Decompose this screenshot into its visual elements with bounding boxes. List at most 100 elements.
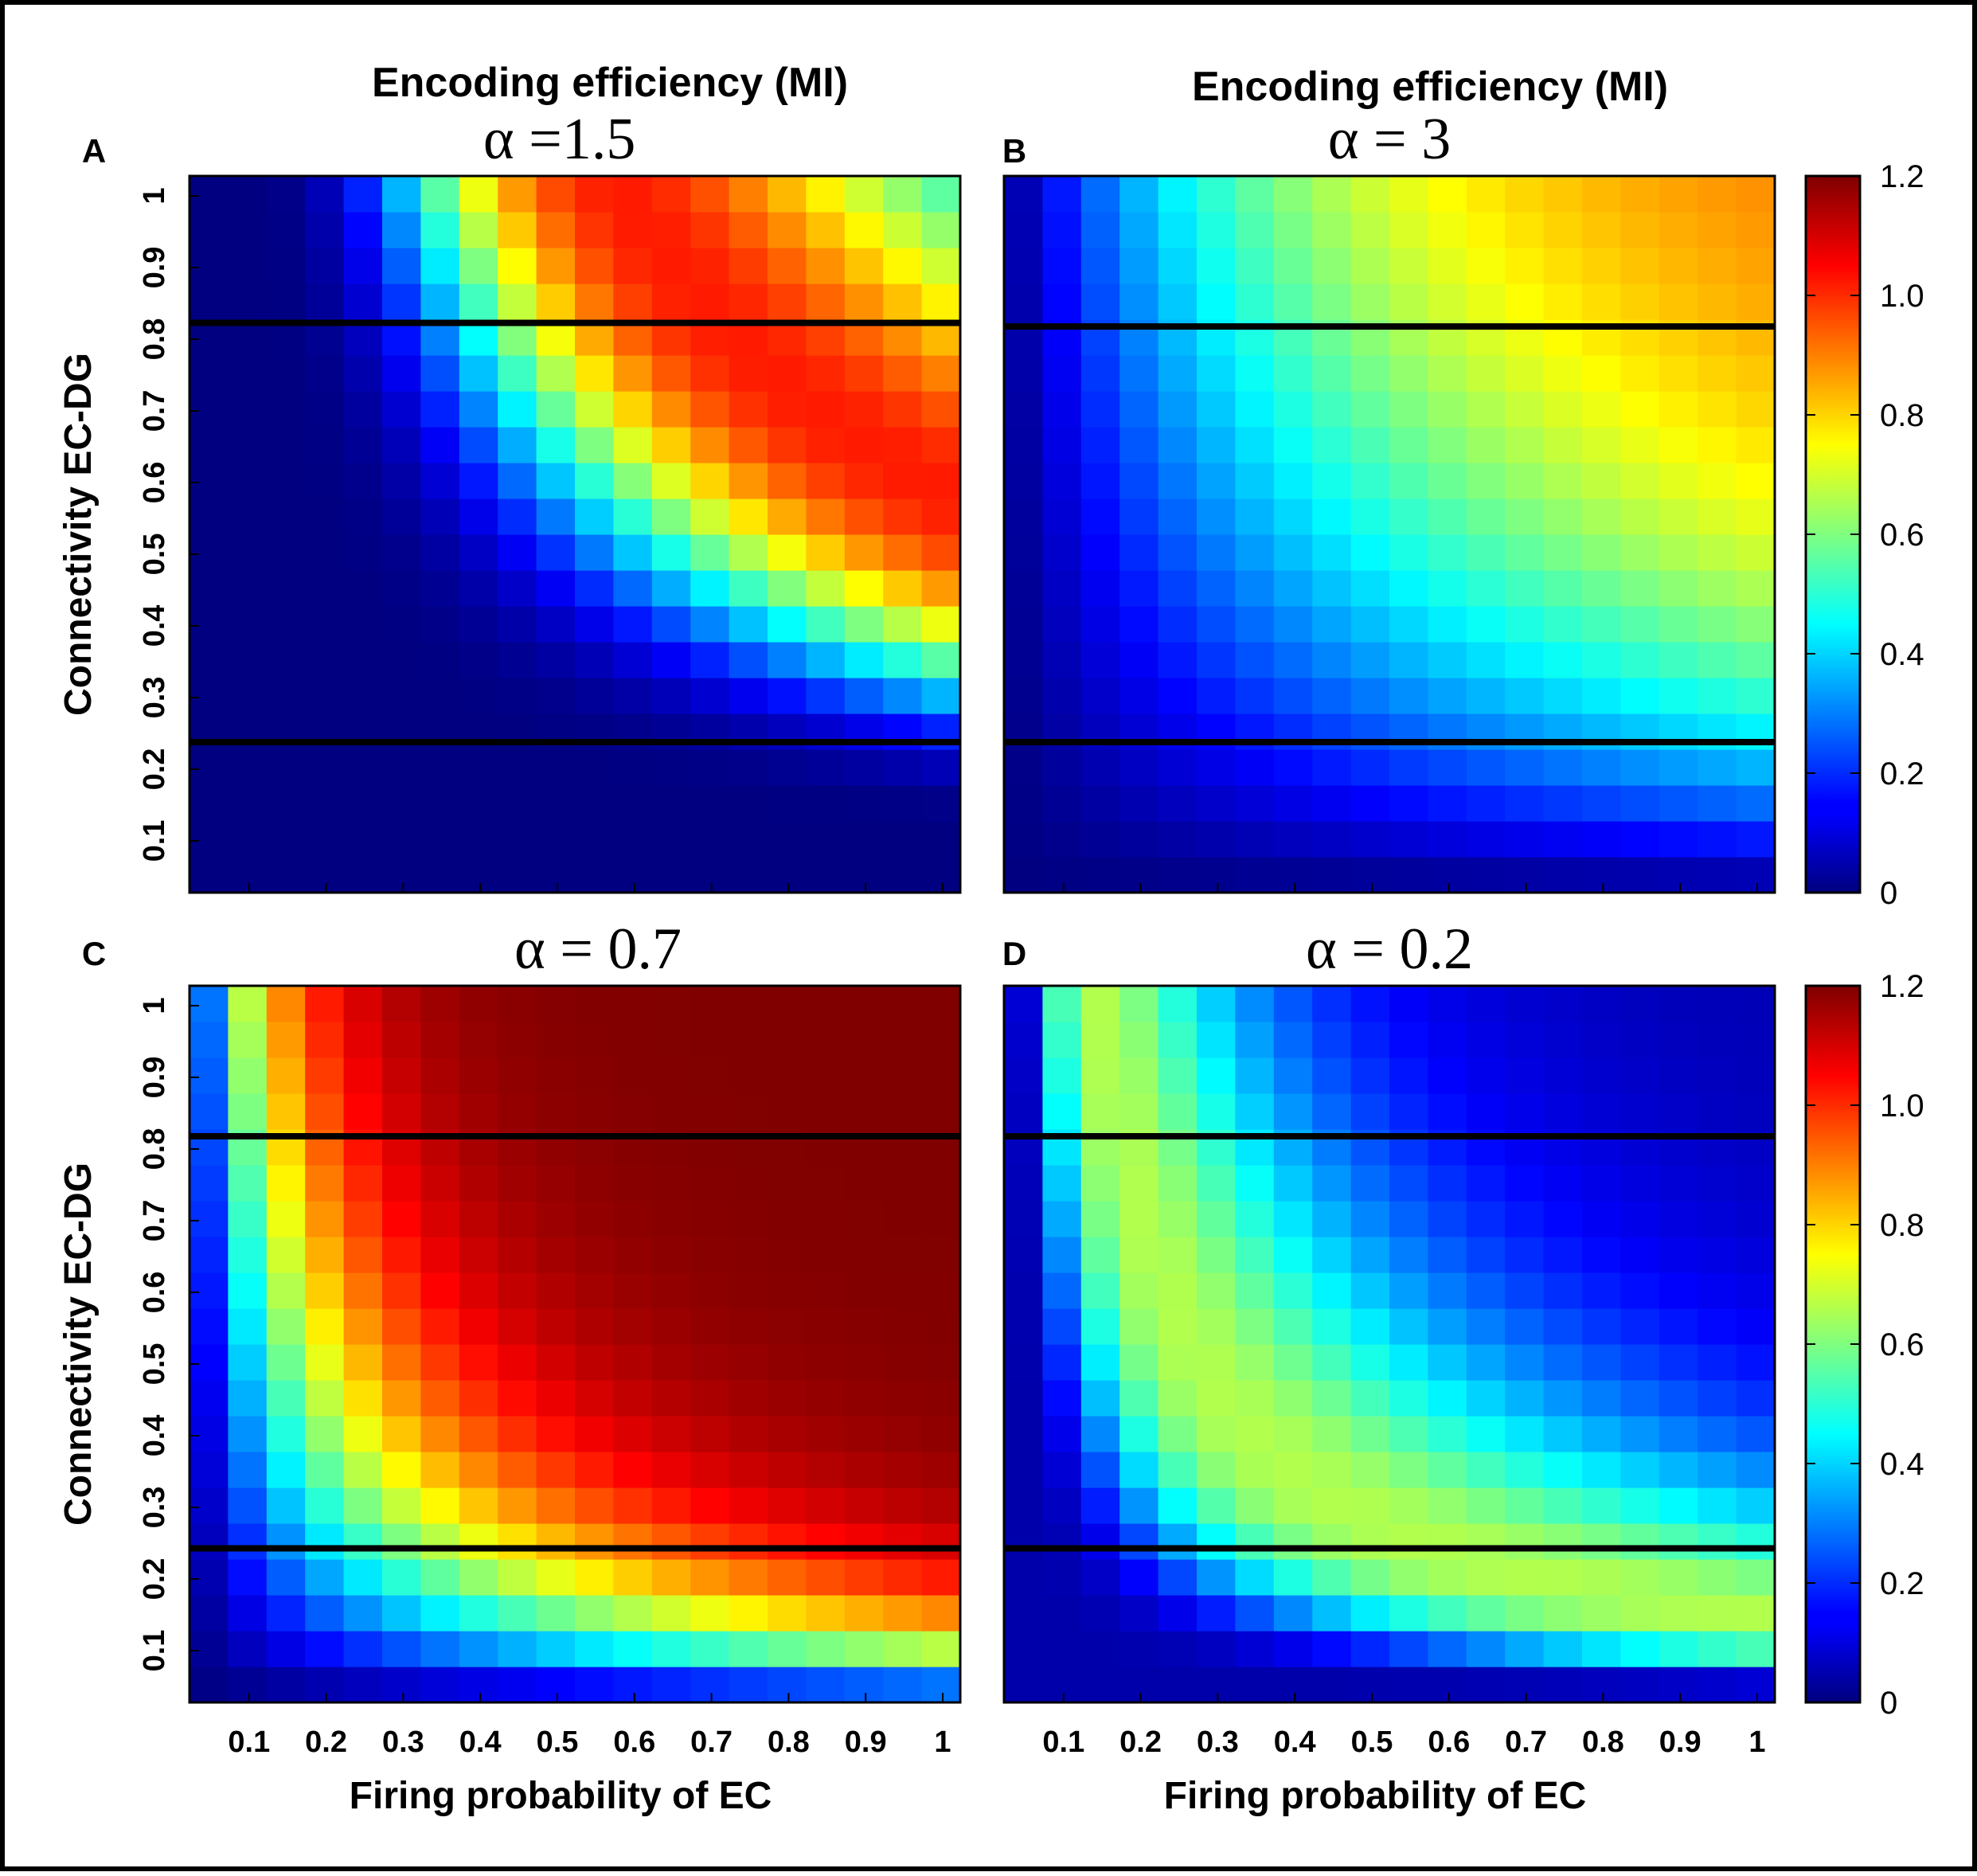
heatmap-cell [1197,1595,1236,1632]
heatmap-cell [729,355,768,392]
heatmap-cell [1042,498,1082,535]
heatmap-cell [343,1022,383,1058]
heatmap-cell [1466,857,1506,893]
heatmap-cell [228,570,268,607]
x-tick-label: 1 [934,1726,951,1759]
heatmap-cell [1698,821,1737,858]
heatmap-cell [1197,1057,1236,1094]
heatmap-cell [1119,355,1159,392]
heatmap-cell [1350,857,1390,893]
heatmap-cell [189,498,229,535]
heatmap-cell [305,1416,345,1452]
heatmap-cell [1659,1559,1698,1596]
heatmap-cell [921,1308,961,1345]
heatmap-cell [382,1308,421,1345]
y-tick-label: 0.5 [138,533,171,576]
heatmap-cell [1505,857,1545,893]
heatmap-cell [1582,1344,1621,1381]
x-tick-label: 0.2 [305,1726,347,1759]
heatmap-cell [459,1022,498,1058]
heatmap-cell [189,1237,229,1273]
heatmap-cell [1659,283,1698,320]
heatmap-cell [536,678,576,714]
heatmap-cell [1428,355,1467,392]
heatmap-cell [1428,1237,1467,1273]
heatmap-cell [613,1308,653,1345]
y-tick-label: 0.4 [138,605,171,647]
heatmap-cell [1736,176,1776,213]
heatmap-cell [1273,212,1313,248]
heatmap-cell [1505,1237,1545,1273]
heatmap-cell [613,821,653,858]
heatmap-cell [266,749,306,786]
heatmap-cell [1466,570,1506,607]
heatmap-cell [1235,355,1275,392]
heatmap-cell [729,678,768,714]
heatmap-cell [729,986,768,1022]
heatmap-cell [1389,427,1428,463]
heatmap-cell [921,678,961,714]
heatmap-cell [1659,986,1698,1022]
heatmap-cell [1620,1487,1660,1524]
panel-c: 0.1 0.2 0.3 0.4 0.5 0.6 0.7 0.8 0.9 10.10.20.30.4… [57,917,962,1817]
heatmap-cell [651,427,691,463]
heatmap-cell [1466,1201,1506,1237]
heatmap-cell [1119,498,1159,535]
heatmap-cell [1158,1452,1198,1488]
heatmap-cell [1080,1380,1120,1417]
heatmap-cell [343,1237,383,1273]
heatmap-cell [1389,1452,1428,1488]
heatmap-cell [806,1631,846,1667]
heatmap-cell [1197,427,1236,463]
y-tick-label: 0.4 [138,1415,171,1457]
heatmap-cell [459,1559,498,1596]
heatmap-cell [1235,1380,1275,1417]
heatmap-cell [1197,1380,1236,1417]
heatmap-cell [1158,1272,1198,1309]
heatmap-cell [768,1667,807,1703]
heatmap-cell [1659,176,1698,213]
heatmap-cell [1197,857,1236,893]
heatmap-cell [1080,212,1120,248]
x-axis-label: Firing probability of EC [1164,1775,1587,1817]
heatmap-cell [1582,1631,1621,1667]
heatmap-cell [1389,463,1428,499]
heatmap-cell [1235,1308,1275,1345]
heatmap-cell [1543,498,1583,535]
heatmap-cell [1620,498,1660,535]
heatmap-cell [1659,678,1698,714]
heatmap-cell [1505,1631,1545,1667]
heatmap-cell [1042,785,1082,822]
heatmap-cell [420,427,460,463]
heatmap-cell [768,212,807,248]
heatmap-cell [613,678,653,714]
heatmap-cell [498,1022,537,1058]
heatmap-cell [536,1595,576,1632]
heatmap-cell [1080,391,1120,428]
x-tick-label: 0.7 [690,1726,733,1759]
heatmap-cell [1428,1093,1467,1130]
heatmap-cell [1312,1165,1352,1202]
heatmap-cell [228,534,268,571]
heatmap-cell [1119,283,1159,320]
heatmap-cell [806,534,846,571]
heatmap-cell [690,1595,730,1632]
heatmap-cell [575,570,614,607]
heatmap-cell [1197,1667,1236,1703]
plot-frame [188,174,962,894]
heatmap-cell [1042,534,1082,571]
heatmap-cell [883,1165,923,1202]
heatmap-cell [459,857,498,893]
heatmap-cell [420,1559,460,1596]
x-axis-label: Firing probability of EC [350,1775,772,1817]
heatmap-cell [1505,1272,1545,1309]
heatmap-cell [1582,570,1621,607]
heatmap-cell [690,1487,730,1524]
heatmap-cell [189,1022,229,1058]
heatmap-cell [1620,283,1660,320]
heatmap-cell [729,212,768,248]
heatmap-cell [690,606,730,643]
heatmap-cell [1042,391,1082,428]
heatmap-cell [768,1380,807,1417]
heatmap-cell [228,1093,268,1130]
